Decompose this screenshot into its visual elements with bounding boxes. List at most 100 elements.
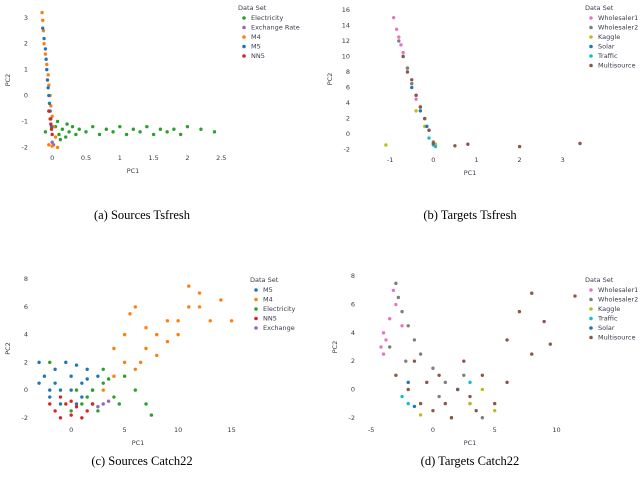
point bbox=[197, 305, 202, 309]
point bbox=[412, 404, 417, 409]
legend-label: NN5 bbox=[263, 315, 277, 323]
point bbox=[47, 83, 51, 87]
point bbox=[50, 132, 54, 137]
point bbox=[379, 345, 383, 349]
legend-marker bbox=[589, 316, 593, 321]
point bbox=[394, 373, 398, 378]
point bbox=[101, 367, 105, 372]
y-tick-label: 2 bbox=[24, 358, 28, 366]
caption: (d) Targets Catch22 bbox=[421, 454, 520, 468]
point bbox=[112, 374, 116, 378]
legend-marker bbox=[242, 35, 246, 39]
x-tick-label: 0 bbox=[431, 156, 435, 164]
point bbox=[394, 281, 398, 286]
point bbox=[443, 401, 447, 406]
point bbox=[437, 373, 441, 378]
y-axis-label: PC2 bbox=[4, 342, 12, 355]
x-tick-label: -5 bbox=[368, 426, 374, 434]
point bbox=[50, 140, 54, 144]
legend-label: Solar bbox=[598, 43, 615, 51]
legend-label: Electricity bbox=[263, 305, 295, 313]
point bbox=[74, 405, 79, 409]
y-tick-label: 3 bbox=[24, 14, 28, 22]
point bbox=[69, 399, 73, 403]
point bbox=[101, 381, 105, 385]
legend-label: Exchange Rate bbox=[251, 24, 300, 32]
point bbox=[431, 366, 435, 370]
y-tick-label: 0 bbox=[24, 92, 28, 100]
point bbox=[44, 57, 48, 61]
legend-marker bbox=[242, 44, 246, 49]
point bbox=[58, 395, 63, 399]
legend-marker bbox=[589, 63, 593, 68]
point bbox=[165, 130, 169, 134]
point bbox=[466, 142, 470, 146]
point bbox=[133, 367, 138, 372]
y-tick-label: 1 bbox=[24, 66, 28, 74]
point bbox=[384, 143, 388, 147]
point bbox=[406, 324, 410, 328]
point bbox=[55, 119, 60, 124]
point bbox=[64, 360, 68, 365]
point bbox=[394, 302, 398, 307]
y-tick-label: -2 bbox=[22, 414, 28, 422]
point bbox=[381, 352, 386, 356]
y-tick-label: 2 bbox=[351, 357, 355, 365]
point bbox=[53, 409, 57, 413]
y-axis-label: PC2 bbox=[326, 73, 334, 86]
legend-label: Exchange bbox=[263, 324, 295, 332]
legend-label: Electricity bbox=[251, 14, 283, 22]
y-tick-label: 0 bbox=[24, 386, 28, 394]
legend-marker bbox=[589, 326, 593, 330]
point bbox=[229, 319, 234, 323]
legend-title: Data Set bbox=[250, 276, 279, 284]
point bbox=[42, 36, 46, 41]
x-axis-label: PC1 bbox=[464, 169, 477, 177]
point bbox=[401, 50, 405, 55]
point bbox=[394, 27, 399, 31]
point bbox=[131, 127, 136, 131]
point bbox=[410, 81, 414, 86]
point bbox=[112, 395, 116, 399]
point bbox=[47, 101, 52, 106]
point bbox=[178, 132, 183, 137]
legend-marker bbox=[589, 35, 593, 39]
point bbox=[43, 52, 48, 56]
point bbox=[58, 388, 63, 392]
point bbox=[145, 124, 149, 129]
point bbox=[384, 338, 388, 342]
point bbox=[85, 377, 89, 381]
point bbox=[80, 395, 84, 399]
point bbox=[50, 114, 54, 118]
point bbox=[84, 130, 88, 134]
point bbox=[176, 332, 180, 337]
point bbox=[199, 127, 203, 131]
point bbox=[418, 109, 423, 113]
point bbox=[47, 143, 51, 147]
y-tick-label: 16 bbox=[342, 6, 350, 14]
y-tick-label: 0 bbox=[346, 130, 350, 138]
point bbox=[381, 331, 386, 335]
point bbox=[96, 409, 100, 413]
point bbox=[505, 338, 509, 342]
y-tick-label: 6 bbox=[351, 301, 355, 309]
x-tick-label: 1 bbox=[118, 154, 122, 162]
point bbox=[468, 401, 472, 406]
legend-marker bbox=[242, 25, 246, 30]
point bbox=[85, 409, 89, 413]
legend-label: M5 bbox=[263, 286, 273, 294]
legend-marker bbox=[242, 16, 246, 20]
y-tick-label: 4 bbox=[351, 329, 355, 337]
y-tick-label: 12 bbox=[342, 37, 350, 45]
point bbox=[505, 380, 509, 385]
legend-marker bbox=[589, 25, 593, 30]
point bbox=[197, 291, 202, 295]
point bbox=[85, 367, 89, 372]
caption: (c) Sources Catch22 bbox=[91, 454, 192, 468]
y-tick-label: 8 bbox=[346, 68, 350, 76]
point bbox=[480, 373, 485, 378]
y-tick-label: -2 bbox=[349, 414, 355, 422]
point bbox=[530, 291, 534, 295]
y-tick-label: 8 bbox=[24, 275, 28, 283]
point bbox=[144, 346, 148, 351]
